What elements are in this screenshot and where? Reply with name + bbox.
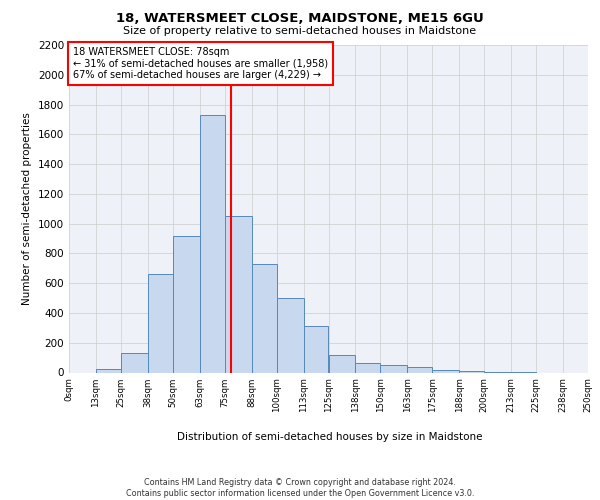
- Bar: [173, 236, 200, 372]
- Bar: [459, 371, 484, 372]
- Text: 18, WATERSMEET CLOSE, MAIDSTONE, ME15 6GU: 18, WATERSMEET CLOSE, MAIDSTONE, ME15 6G…: [116, 12, 484, 26]
- Text: Distribution of semi-detached houses by size in Maidstone: Distribution of semi-detached houses by …: [177, 432, 483, 442]
- Bar: [304, 326, 329, 372]
- Bar: [277, 298, 304, 372]
- Bar: [225, 216, 251, 372]
- Bar: [407, 366, 432, 372]
- Bar: [380, 365, 407, 372]
- Bar: [329, 354, 355, 372]
- Text: Contains HM Land Registry data © Crown copyright and database right 2024.
Contai: Contains HM Land Registry data © Crown c…: [126, 478, 474, 498]
- Y-axis label: Number of semi-detached properties: Number of semi-detached properties: [22, 112, 32, 305]
- Bar: [200, 115, 225, 372]
- Bar: [96, 369, 121, 372]
- Text: 18 WATERSMEET CLOSE: 78sqm
← 31% of semi-detached houses are smaller (1,958)
67%: 18 WATERSMEET CLOSE: 78sqm ← 31% of semi…: [73, 47, 328, 80]
- Bar: [432, 370, 459, 372]
- Bar: [251, 264, 277, 372]
- Bar: [355, 363, 380, 372]
- Bar: [121, 353, 148, 372]
- Text: Size of property relative to semi-detached houses in Maidstone: Size of property relative to semi-detach…: [124, 26, 476, 36]
- Bar: [148, 274, 173, 372]
